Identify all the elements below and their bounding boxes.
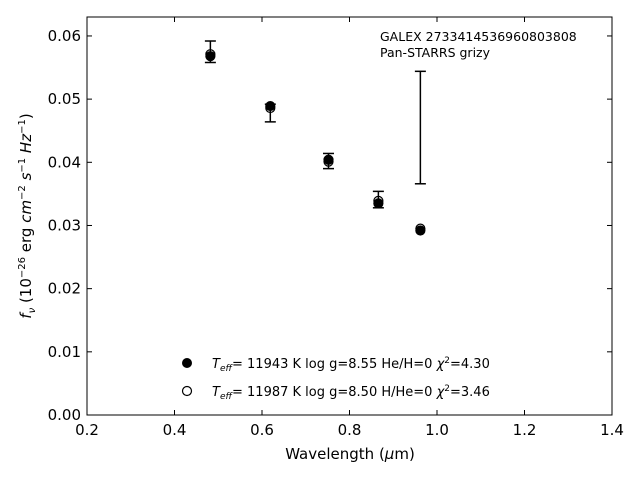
- x-tick-label: 0.6: [250, 421, 274, 439]
- model-point-open: [205, 49, 216, 60]
- x-tick-label: 1.0: [425, 421, 449, 439]
- x-axis-label: Wavelength (μm): [285, 445, 415, 463]
- y-tick-label: 0.00: [48, 406, 81, 424]
- annotation-survey: Pan-STARRS grizy: [380, 45, 491, 60]
- y-tick-label: 0.06: [48, 27, 81, 45]
- x-tick-label: 0.2: [75, 421, 99, 439]
- y-tick-label: 0.03: [48, 216, 81, 234]
- y-tick-label: 0.01: [48, 343, 81, 361]
- y-axis-label: fν (10−26 erg cm−2 s−1 Hz−1): [17, 113, 38, 318]
- x-tick-label: 1.2: [513, 421, 537, 439]
- legend-marker-open: [181, 385, 193, 397]
- legend-label-open: Teff= 11987 K log g=8.50 H/He=0 χ2=3.46: [212, 384, 490, 402]
- y-tick-label: 0.05: [48, 90, 81, 108]
- model-point-filled: [373, 198, 384, 209]
- axes-frame: [86, 16, 613, 416]
- model-point-open: [323, 156, 334, 167]
- x-tick-label: 0.8: [338, 421, 362, 439]
- annotation-object-id: GALEX 2733414536960803808: [380, 29, 577, 44]
- axis-ticks: 0.2 0.4 0.6 0.8 1.0 1.2 1.4 0.00 0.01 0.02 0.03 0.0…: [48, 17, 624, 439]
- legend-marker-filled: [182, 358, 192, 368]
- legend-label-filled: Teff= 11943 K log g=8.55 He/H=0 χ2=4.30: [212, 356, 490, 374]
- legend: Teff= 11943 K log g=8.55 He/H=0 χ2=4.30 …: [181, 356, 490, 402]
- y-tick-label: 0.02: [48, 280, 81, 298]
- plot-area: [204, 40, 426, 236]
- y-tick-label: 0.04: [48, 153, 81, 171]
- model-point-open: [265, 102, 276, 114]
- model-point-open: [415, 223, 426, 234]
- model-point-open: [373, 195, 384, 206]
- x-tick-label: 1.4: [600, 421, 624, 439]
- x-tick-label: 0.4: [163, 421, 187, 439]
